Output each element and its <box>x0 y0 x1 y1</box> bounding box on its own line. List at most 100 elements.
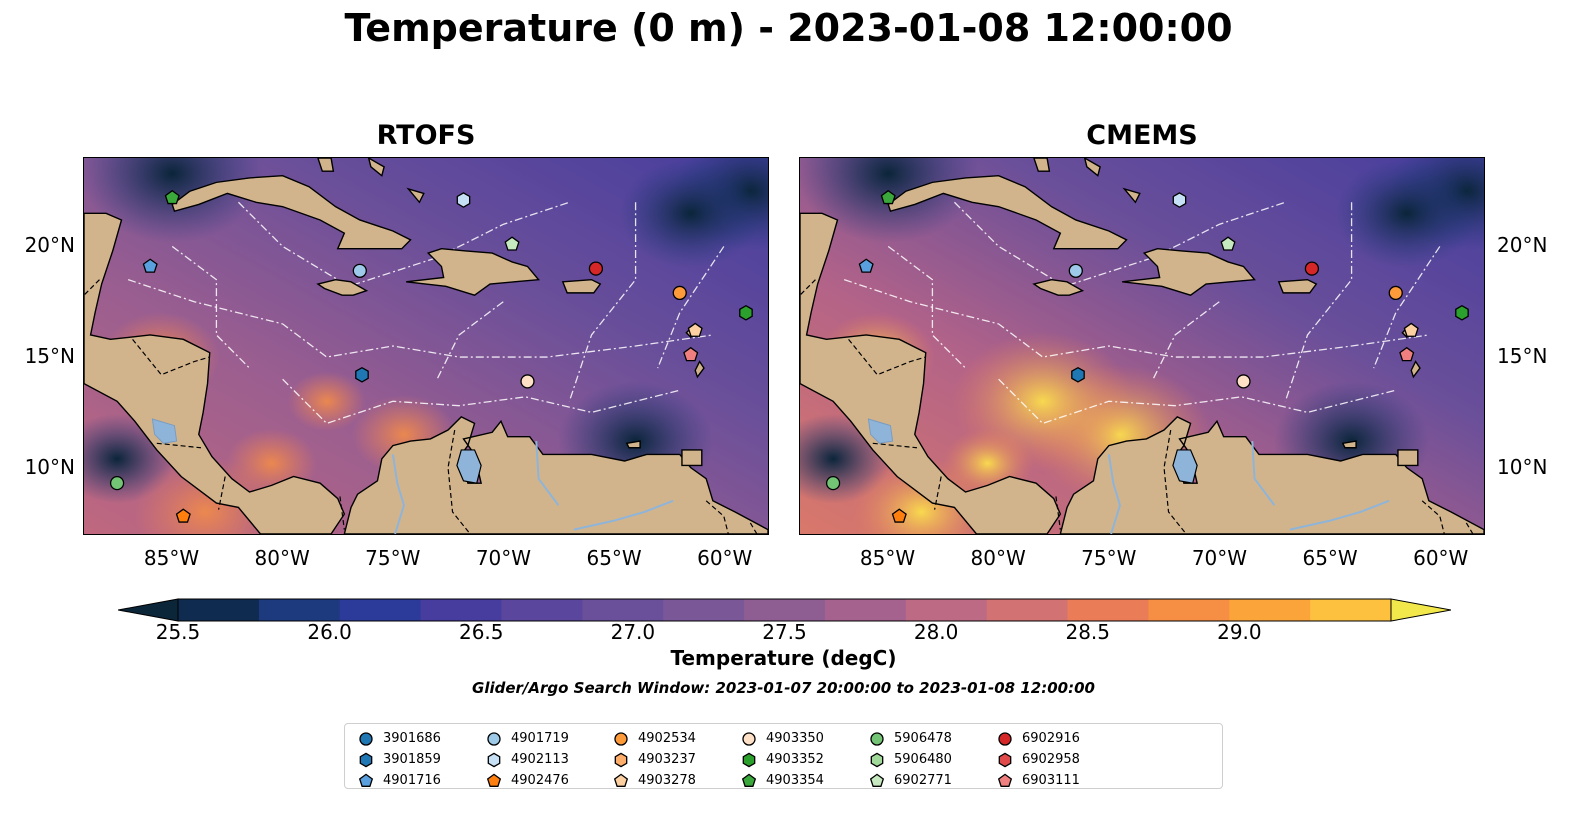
legend-item-3901686: 3901686 <box>357 728 441 749</box>
legend-column: 3901686 3901859 4901716 <box>357 728 441 791</box>
legend-marker-4902113[interactable] <box>487 752 501 767</box>
float-marker-6902771[interactable] <box>1220 236 1236 251</box>
float-marker-4903352[interactable] <box>739 304 753 321</box>
legend-label: 4903352 <box>766 752 824 767</box>
float-marker-6902771[interactable] <box>504 236 520 251</box>
float-marker-4902476[interactable] <box>891 508 907 523</box>
landmass-trinidad <box>681 449 703 467</box>
lon-tick-label-panel-0: 75°W <box>365 546 421 570</box>
float-marker-4901716[interactable] <box>142 258 158 273</box>
legend-marker-4903350[interactable] <box>742 731 756 746</box>
float-marker-4901719[interactable] <box>1068 263 1083 278</box>
colorbar-tick-label: 26.5 <box>458 620 504 644</box>
circle-marker-icon <box>487 731 501 746</box>
legend-marker-4901719[interactable] <box>487 731 501 746</box>
float-marker-5906478[interactable] <box>109 476 125 491</box>
legend-marker-5906480[interactable] <box>870 752 884 767</box>
legend-marker-5906478[interactable] <box>870 731 884 746</box>
warm-water-patch <box>951 331 1134 471</box>
cold-water-patch <box>1335 158 1479 269</box>
eez-boundary-line <box>1152 301 1220 380</box>
legend-marker-4903237[interactable] <box>614 752 628 767</box>
float-marker-4903278[interactable] <box>1403 322 1419 337</box>
lake-maracaibo <box>1172 449 1198 484</box>
legend-marker-4903278[interactable] <box>613 773 629 787</box>
country-border <box>1465 522 1474 534</box>
legend-marker-6903111[interactable] <box>997 773 1013 787</box>
legend-label: 4902476 <box>511 773 569 788</box>
legend-marker-6902771[interactable] <box>869 773 885 787</box>
country-border <box>447 429 471 534</box>
pentagon-marker-icon <box>741 773 757 787</box>
eez-boundary-line <box>887 245 966 369</box>
float-marker-4901716[interactable] <box>858 258 874 273</box>
legend-marker-4901716[interactable] <box>358 773 374 787</box>
float-marker-6903111[interactable] <box>683 346 699 362</box>
lat-tick-label-left: 10°N <box>24 455 75 480</box>
legend-item-4903237: 4903237 <box>612 749 696 770</box>
country-border <box>705 500 729 534</box>
legend-marker-6902916[interactable] <box>998 731 1012 746</box>
legend-marker-6902958[interactable] <box>998 752 1012 767</box>
legend-item-4902113: 4902113 <box>485 749 569 770</box>
map-canvas[interactable] <box>800 158 1484 534</box>
colorbar-segment <box>501 599 583 621</box>
legend-marker-3901686[interactable] <box>359 731 373 746</box>
lat-tick-label-right: 20°N <box>1497 232 1548 257</box>
colorbar-segment <box>905 599 988 621</box>
legend-marker-4903354[interactable] <box>741 773 757 787</box>
legend-item-6902771: 6902771 <box>868 770 952 791</box>
float-marker-4902534[interactable] <box>672 285 687 301</box>
float-marker-4903354[interactable] <box>164 189 180 205</box>
legend-label: 4903350 <box>766 731 824 746</box>
country-border <box>1055 496 1061 530</box>
lon-tick-label-panel-1: 80°W <box>970 546 1026 570</box>
legend-item-4903350: 4903350 <box>740 728 824 749</box>
colorbar-label: Temperature (degC) <box>670 646 897 670</box>
legend-item-4903278: 4903278 <box>612 770 696 791</box>
float-marker-4903352[interactable] <box>1455 304 1469 321</box>
cmems-map[interactable] <box>799 157 1485 535</box>
landmass-bahamas3 <box>1122 187 1141 204</box>
float-marker-4902534[interactable] <box>1388 285 1403 301</box>
map-canvas[interactable] <box>84 158 768 534</box>
colorbar-segment <box>986 599 1069 621</box>
float-marker-4903350[interactable] <box>1236 374 1251 389</box>
pentagon-marker-icon <box>869 773 885 787</box>
legend-marker-4902476[interactable] <box>486 773 502 787</box>
legend-label: 6903111 <box>1022 773 1080 788</box>
legend-label: 4901716 <box>383 773 441 788</box>
rtofs-map[interactable] <box>83 157 769 535</box>
river-line <box>1251 441 1276 506</box>
float-marker-4901719[interactable] <box>352 263 367 278</box>
landmass-hispaniola <box>406 248 540 296</box>
float-marker-4903354[interactable] <box>880 189 896 205</box>
river-line <box>535 441 560 506</box>
lake-nicaragua <box>151 418 178 444</box>
legend-item-6902916: 6902916 <box>996 728 1080 749</box>
colorbar-extend-low <box>117 598 179 622</box>
float-marker-5906478[interactable] <box>825 476 841 491</box>
float-marker-6903111[interactable] <box>1399 346 1415 362</box>
float-marker-4902476[interactable] <box>175 508 191 523</box>
legend-label: 5906478 <box>894 731 952 746</box>
eez-boundary-line <box>237 201 570 288</box>
warm-water-patch <box>287 371 366 432</box>
float-marker-4903350[interactable] <box>520 374 535 389</box>
legend-marker-4902534[interactable] <box>614 731 628 746</box>
river-line <box>1289 499 1390 531</box>
float-marker-4903278[interactable] <box>687 322 703 337</box>
legend-marker-3901859[interactable] <box>359 752 373 767</box>
float-marker-4902113[interactable] <box>456 192 471 208</box>
country-border <box>934 476 942 510</box>
lon-tick-label-panel-0: 65°W <box>586 546 642 570</box>
float-marker-6902916[interactable] <box>588 261 604 276</box>
float-marker-6902916[interactable] <box>1304 261 1320 276</box>
eez-boundary-line <box>171 245 250 369</box>
legend-item-4903354: 4903354 <box>740 770 824 791</box>
float-marker-3901859[interactable] <box>355 366 369 383</box>
legend-marker-4903352[interactable] <box>742 752 756 767</box>
float-marker-3901859[interactable] <box>1071 366 1085 383</box>
legend-label: 4902113 <box>511 752 569 767</box>
float-marker-4902113[interactable] <box>1172 192 1187 208</box>
